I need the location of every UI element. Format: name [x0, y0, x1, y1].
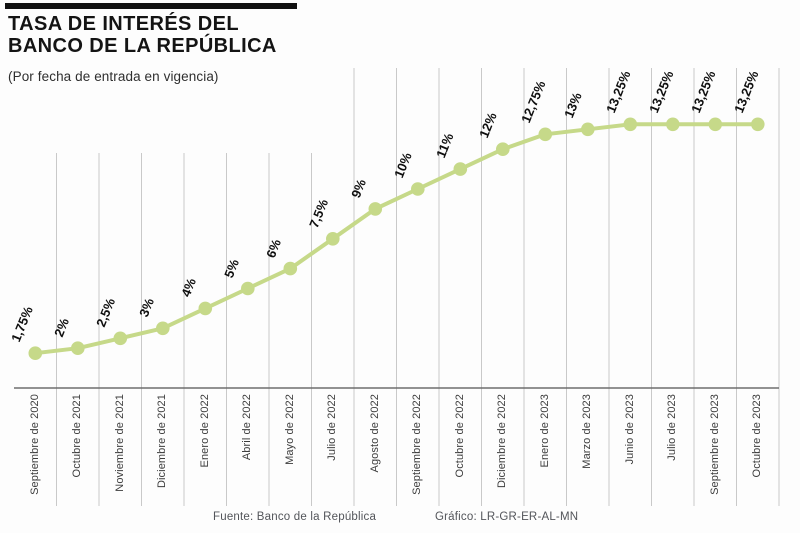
data-point	[326, 232, 340, 246]
data-point	[623, 117, 638, 132]
page-title: TASA DE INTERÉS DEL BANCO DE LA REPÚBLICA	[8, 13, 277, 57]
chart-subtitle: (Por fecha de entrada en vigencia)	[8, 69, 219, 84]
data-point	[198, 301, 213, 316]
x-axis-label: Noviembre de 2021	[113, 394, 126, 492]
graphic-credit: Gráfico: LR-GR-ER-AL-MN	[435, 511, 579, 523]
x-axis-label: Enero de 2023	[538, 394, 551, 468]
data-point	[28, 346, 43, 361]
x-axis-label: Octubre de 2021	[71, 394, 84, 478]
x-axis-label: Enero de 2022	[198, 394, 211, 468]
x-axis-label: Julio de 2022	[326, 394, 339, 461]
x-axis-label: Septiembre de 2022	[411, 394, 424, 495]
data-point	[156, 321, 170, 336]
data-point	[496, 142, 510, 156]
x-axis-label: Marzo de 2023	[581, 394, 594, 469]
x-axis-label: Diciembre de 2021	[156, 394, 169, 489]
data-point	[71, 341, 85, 356]
data-point	[581, 122, 595, 137]
x-axis-label: Mayo de 2022	[283, 394, 296, 465]
x-axis-label: Diciembre de 2022	[496, 394, 509, 489]
rate-line	[33, 122, 760, 356]
data-point	[666, 117, 680, 132]
data-point	[113, 331, 128, 346]
x-axis-label: Abril de 2022	[241, 394, 254, 461]
x-axis-label: Octubre de 2023	[751, 394, 764, 478]
data-point	[368, 202, 383, 216]
x-axis-label: Agosto de 2022	[368, 394, 381, 473]
title-accent-bar	[5, 3, 297, 9]
data-point	[453, 162, 468, 176]
data-point	[411, 182, 425, 196]
data-point	[241, 281, 255, 296]
x-axis-label: Julio de 2023	[666, 394, 679, 461]
x-axis-label: Octubre de 2022	[453, 394, 466, 478]
source-credit: Fuente: Banco de la República	[213, 511, 377, 523]
data-point	[708, 117, 723, 132]
data-point	[283, 261, 298, 276]
data-point	[751, 117, 765, 132]
page-title-line1: TASA DE INTERÉS DEL	[8, 13, 239, 35]
x-axis-label: Junio de 2023	[623, 394, 636, 465]
data-point	[538, 127, 553, 142]
page-title-line2: BANCO DE LA REPÚBLICA	[8, 35, 277, 57]
x-axis-label: Septiembre de 2023	[708, 394, 721, 495]
x-axis-label: Septiembre de 2020	[28, 394, 41, 495]
